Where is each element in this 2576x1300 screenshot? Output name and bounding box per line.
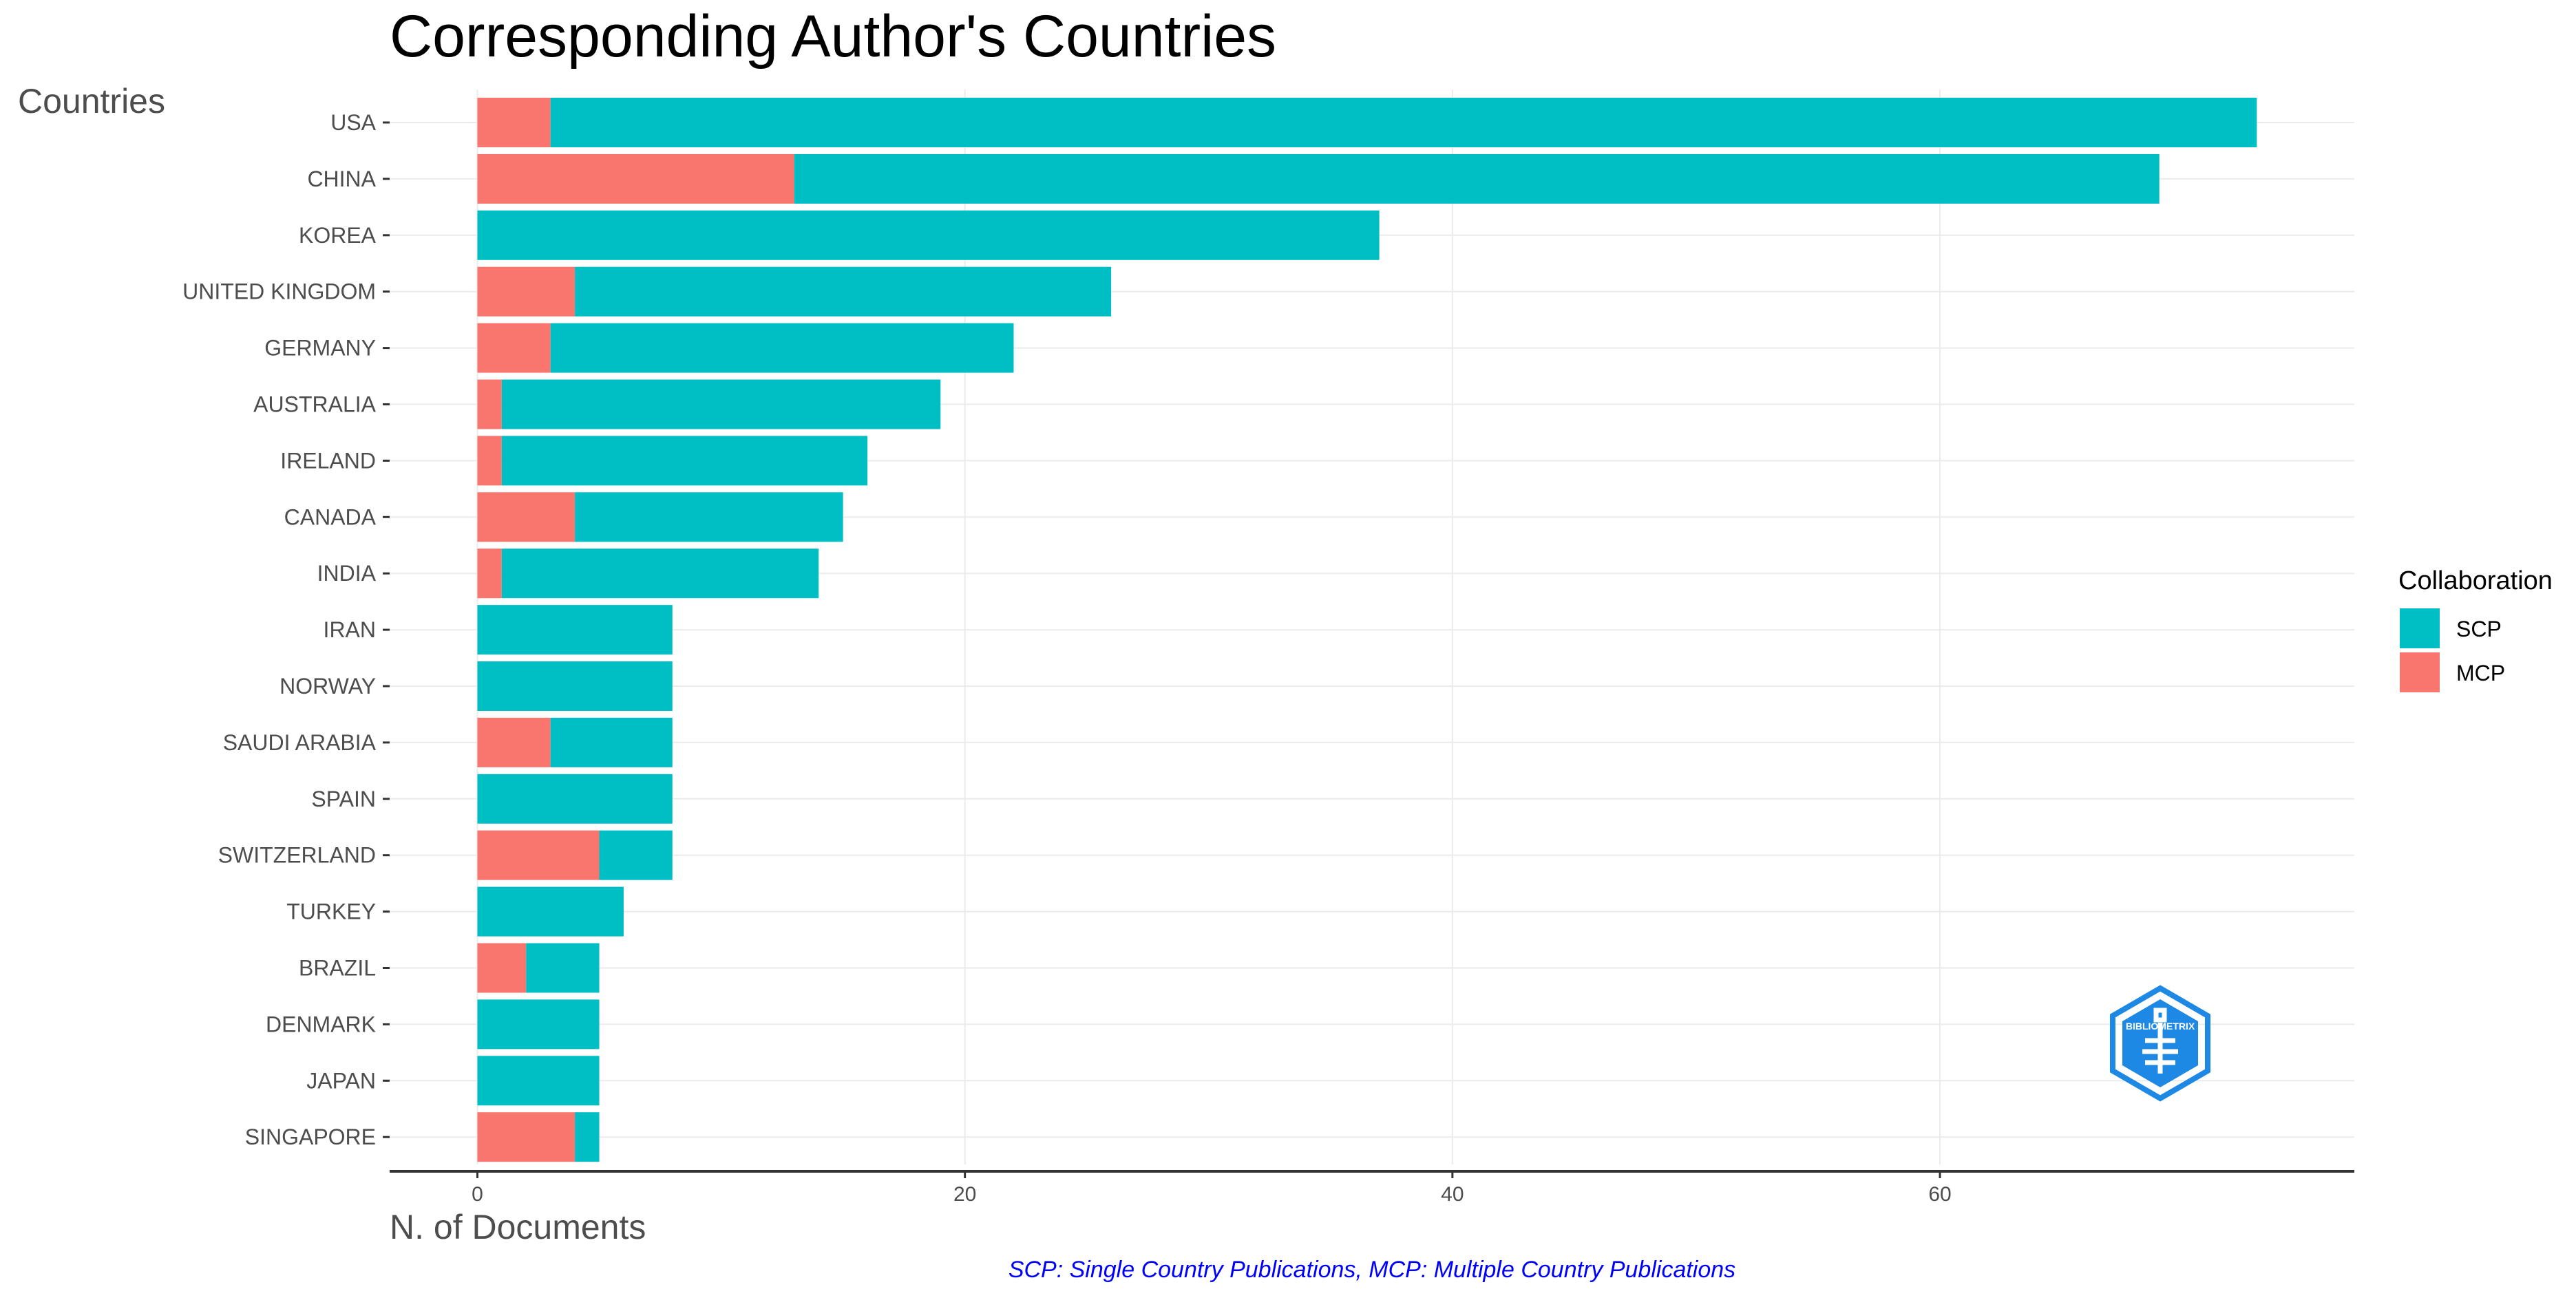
y-tick-label-china: CHINA	[307, 167, 376, 191]
y-tick-label-usa: USA	[330, 110, 376, 135]
bar-mcp-saudi-arabia	[477, 717, 551, 767]
bar-scp-saudi-arabia	[550, 717, 673, 767]
y-tick-label-australia: AUSTRALIA	[253, 392, 376, 417]
bar-scp-india	[501, 548, 819, 599]
bar-scp-korea	[477, 210, 1380, 260]
y-tick-label-canada: CANADA	[284, 504, 377, 529]
bar-mcp-singapore	[477, 1112, 576, 1162]
y-tick-label-singapore: SINGAPORE	[245, 1125, 376, 1149]
legend: Collaboration SCP MCP	[2398, 566, 2553, 692]
y-tick-label-spain: SPAIN	[311, 787, 376, 811]
y-tick-label-japan: JAPAN	[306, 1068, 376, 1093]
bar-scp-brazil	[526, 943, 600, 993]
chart-title: Corresponding Author's Countries	[390, 3, 1276, 70]
bar-scp-singapore	[575, 1112, 600, 1162]
y-tick-label-united-kingdom: UNITED KINGDOM	[182, 279, 376, 304]
bar-scp-switzerland	[599, 830, 673, 880]
bar-mcp-united-kingdom	[477, 266, 576, 317]
y-tick-label-korea: KOREA	[299, 223, 377, 248]
y-tick-label-saudi-arabia: SAUDI ARABIA	[223, 730, 377, 755]
y-tick-label-turkey: TURKEY	[286, 899, 376, 924]
x-tick-label-0: 0	[472, 1183, 483, 1206]
bar-mcp-germany	[477, 323, 551, 373]
bar-scp-china	[794, 153, 2160, 204]
bar-scp-norway	[477, 661, 673, 711]
y-tick-label-iran: IRAN	[324, 617, 376, 642]
legend-swatch-scp	[2400, 608, 2440, 648]
y-axis-labels: USA CHINA KOREA UNITED KINGDOM GERMANY AUSTRA…	[182, 110, 390, 1149]
bar-scp-australia	[501, 379, 941, 429]
bar-scp-usa	[550, 98, 2257, 147]
bar-scp-japan	[477, 1056, 600, 1106]
bar-scp-denmark	[477, 999, 600, 1049]
x-axis-title: N. of Documents	[390, 1208, 646, 1246]
bar-scp-spain	[477, 774, 673, 824]
y-tick-label-brazil: BRAZIL	[299, 956, 376, 981]
x-axis-ticks: 0 20 40 60	[472, 1171, 1952, 1206]
bar-mcp-usa	[477, 98, 551, 147]
legend-swatch-mcp	[2400, 652, 2440, 692]
logo-hexagon-outer	[2110, 985, 2210, 1102]
bibliometrix-logo: BIBLIOMETRIX	[2110, 985, 2210, 1102]
bar-scp-united-kingdom	[575, 266, 1112, 317]
y-axis-title: Countries	[18, 82, 165, 120]
bar-scp-ireland	[501, 436, 868, 486]
bar-mcp-india	[477, 548, 502, 599]
legend-items: SCP MCP	[2400, 608, 2505, 692]
x-tick-label-20: 20	[953, 1183, 976, 1206]
bar-scp-turkey	[477, 886, 624, 937]
y-tick-label-norway: NORWAY	[279, 674, 376, 699]
bar-mcp-china	[477, 153, 794, 204]
x-tick-label-40: 40	[1441, 1183, 1464, 1206]
y-tick-label-switzerland: SWITZERLAND	[218, 843, 376, 868]
bar-mcp-ireland	[477, 436, 502, 486]
bar-mcp-australia	[477, 379, 502, 429]
legend-label-scp: SCP	[2456, 617, 2502, 641]
bar-scp-iran	[477, 605, 673, 655]
chart-caption: SCP: Single Country Publications, MCP: M…	[1009, 1257, 1735, 1283]
y-tick-label-ireland: IRELAND	[280, 448, 376, 473]
legend-title: Collaboration	[2398, 566, 2553, 595]
bar-scp-canada	[575, 492, 843, 542]
legend-label-mcp: MCP	[2456, 661, 2505, 685]
x-tick-label-60: 60	[1928, 1183, 1951, 1206]
y-tick-label-india: INDIA	[317, 561, 377, 586]
y-tick-label-germany: GERMANY	[264, 336, 376, 361]
bar-scp-germany	[550, 323, 1014, 373]
y-tick-label-denmark: DENMARK	[266, 1012, 376, 1036]
bars	[477, 98, 2257, 1162]
bar-mcp-canada	[477, 492, 576, 542]
bar-mcp-brazil	[477, 943, 527, 993]
bar-mcp-switzerland	[477, 830, 600, 880]
logo-figure-icon	[2142, 1008, 2178, 1074]
